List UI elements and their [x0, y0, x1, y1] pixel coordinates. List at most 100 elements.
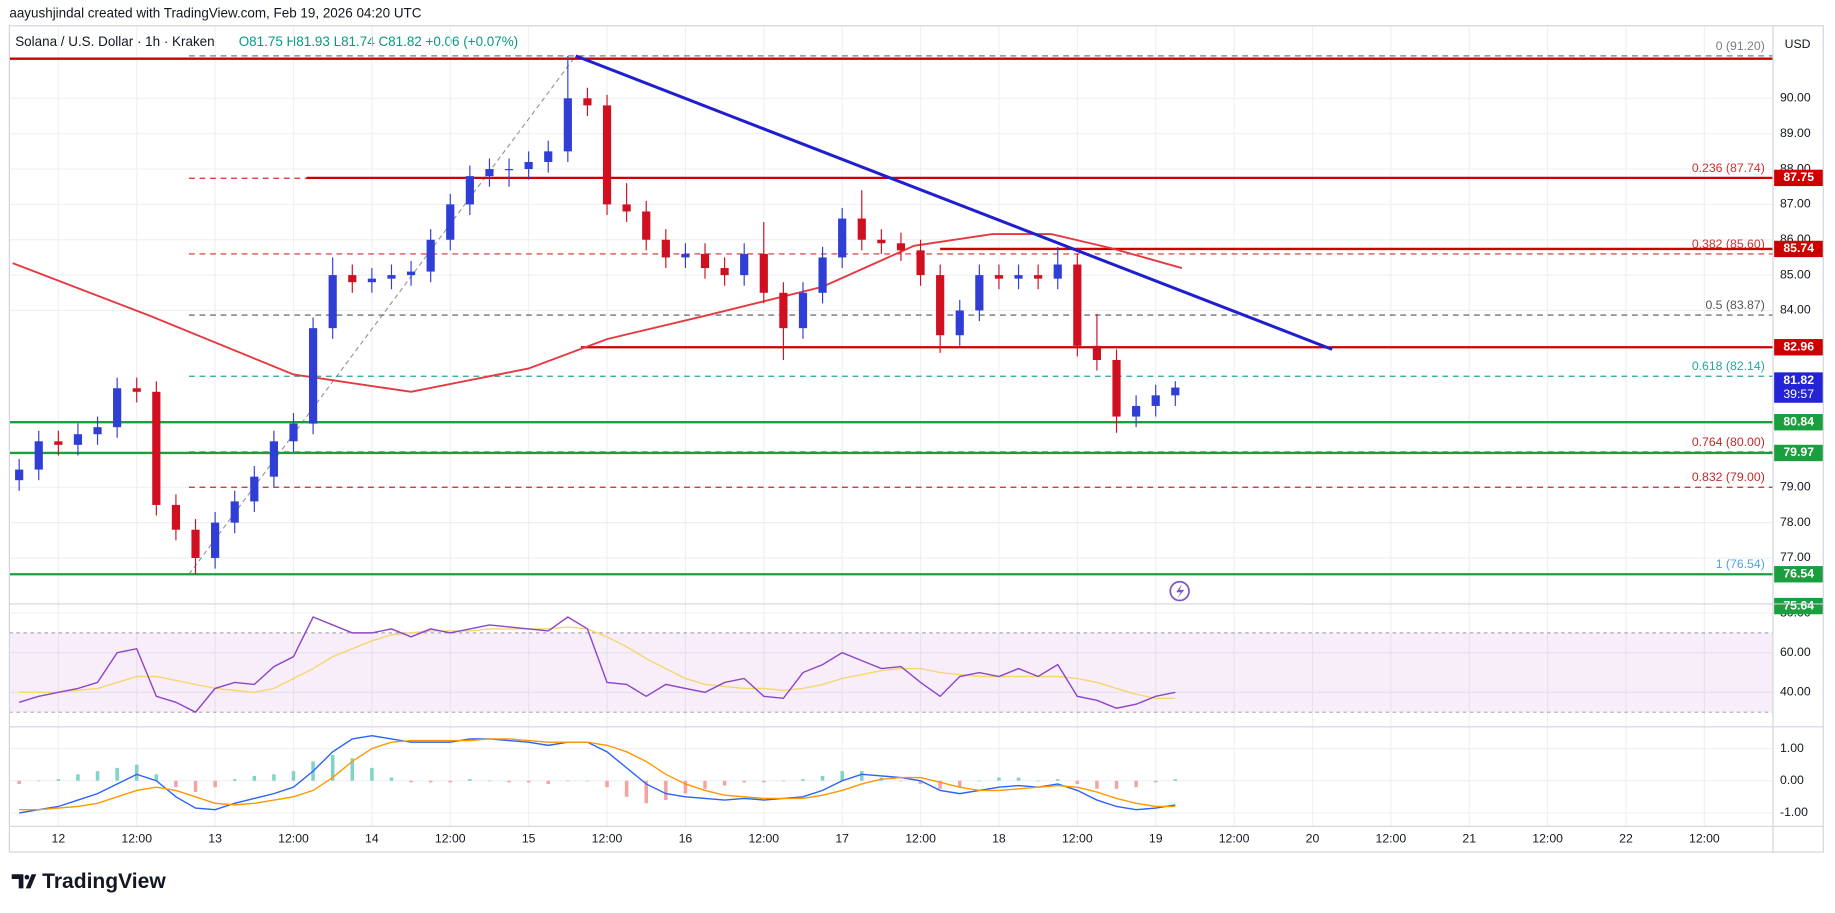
candle-body [975, 275, 984, 311]
candle-body [1132, 405, 1141, 417]
x-tick-label: 14 [365, 831, 379, 845]
candle-body [269, 441, 279, 477]
candle-body [485, 169, 494, 177]
candle-body [348, 275, 357, 283]
macd-histogram-bar [1075, 780, 1080, 784]
y-tick-label: 87.00 [1780, 197, 1811, 211]
macd-histogram-bar [801, 779, 805, 781]
macd-histogram-bar [95, 771, 100, 781]
candle-body [191, 529, 200, 558]
y-tick-label: 84.00 [1780, 303, 1811, 317]
currency: USD [1785, 37, 1811, 51]
price-badge [1774, 414, 1824, 431]
candle-body [54, 441, 63, 445]
macd-histogram-bar [585, 780, 590, 782]
macd-histogram-bar [918, 780, 923, 784]
candle-body [798, 292, 808, 329]
macd-histogram-bar [232, 779, 237, 781]
candle-body [877, 239, 886, 244]
candle-body [367, 278, 376, 283]
macd-histogram-bar [174, 780, 178, 788]
x-tick-label: 21 [1462, 831, 1476, 845]
macd-histogram-bar [370, 767, 374, 781]
macd-histogram-bar [115, 767, 119, 781]
x-tick-label: 12:00 [1532, 831, 1563, 845]
candle-body [1092, 345, 1102, 360]
x-tick-label: 20 [1306, 831, 1320, 845]
candle-body [916, 250, 925, 276]
macd-line [19, 738, 1176, 811]
macd-histogram-bar [76, 774, 80, 781]
candle-body [681, 253, 690, 258]
candle-body [308, 328, 318, 424]
macd-histogram-bar [997, 777, 1001, 781]
x-tick-label: 12:00 [1062, 831, 1093, 845]
x-tick-label: 12 [52, 831, 66, 845]
candle-body [93, 427, 102, 435]
macd-histogram-bar [350, 758, 355, 781]
candle-body [524, 161, 533, 170]
y-tick-label: 89.00 [1780, 126, 1811, 140]
footer-logo[interactable]: TradingView [11, 870, 167, 893]
candle-body [544, 151, 553, 162]
macd-histogram-bar [448, 780, 453, 783]
y-tick-label: 85.00 [1780, 267, 1811, 281]
candle-body [1034, 275, 1043, 279]
price-badge [1774, 597, 1824, 615]
x-tick-label: 22 [1619, 831, 1633, 845]
chart-frame [8, 25, 1824, 853]
macd-histogram-bar [17, 780, 21, 784]
macd-histogram-bar [56, 779, 61, 781]
candle-body [73, 434, 83, 445]
alert-icon[interactable] [1169, 580, 1190, 602]
macd-histogram-bar [134, 764, 139, 781]
candle-body [211, 522, 220, 558]
macd-histogram-bar [840, 771, 844, 781]
x-tick-label: 12:00 [121, 831, 152, 845]
macd-histogram-bar [899, 780, 903, 782]
symbol: Solana / U.S. Dollar · 1h · Kraken [15, 34, 214, 49]
macd-histogram-bar [605, 780, 609, 788]
macd-histogram-bar [1016, 777, 1021, 781]
y-tick-label: 1.00 [1780, 741, 1804, 755]
rsi-band [9, 632, 1773, 713]
macd-histogram-bar [1114, 780, 1119, 789]
macd-histogram-bar [507, 780, 511, 783]
macd-histogram-bar [781, 780, 786, 782]
candle-body [955, 310, 964, 336]
macd-histogram-bar [977, 780, 982, 782]
rsi-line [19, 626, 1176, 700]
last-price-label: 81.82 [1783, 373, 1814, 387]
candle-body [857, 218, 866, 240]
macd-histogram-bar [1153, 780, 1158, 783]
candle-body [465, 176, 474, 205]
candle-body [387, 275, 396, 279]
candle-body [171, 504, 181, 530]
plot-layer: 12 12:00 13 12:00 14 12:00 15 12:00 16 12:00 17 12:… [9, 25, 1824, 845]
macd-histogram-bar [1036, 780, 1040, 782]
candle-body [426, 239, 435, 272]
candle-body [896, 243, 906, 251]
last-price-countdown: 39:57 [1783, 387, 1814, 401]
candle-body [1073, 264, 1082, 346]
author-line: aayushjindal created with TradingView.co… [9, 6, 421, 21]
macd-histogram-bar [213, 780, 217, 788]
footer-logo-text: TradingView [42, 870, 166, 893]
macd-histogram-bar [722, 780, 727, 786]
macd-histogram-bar [703, 780, 707, 789]
price-badge [1774, 339, 1824, 356]
candle-body [1171, 387, 1180, 396]
macd-histogram-bar [683, 780, 688, 794]
fib-level-label: 0.382 (85.60) [1692, 237, 1765, 251]
x-tick-label: 12:00 [1376, 831, 1407, 845]
macd-histogram-bar [938, 780, 942, 789]
macd-histogram-bar [1134, 780, 1138, 788]
candle-body [1053, 264, 1062, 279]
candle-body [700, 253, 710, 269]
moving-average [12, 233, 1183, 393]
x-tick-label: 15 [522, 831, 536, 845]
candle-body [1112, 359, 1121, 417]
macd-histogram-bar [37, 780, 41, 782]
candle-body [15, 469, 24, 481]
